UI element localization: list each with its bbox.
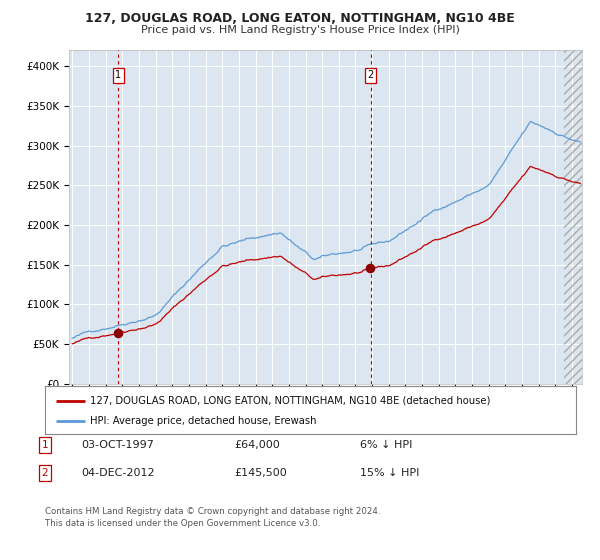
Text: 127, DOUGLAS ROAD, LONG EATON, NOTTINGHAM, NG10 4BE (detached house): 127, DOUGLAS ROAD, LONG EATON, NOTTINGHA… (90, 396, 491, 405)
Point (113, 328, 123, 337)
Text: 1: 1 (115, 71, 121, 81)
Bar (563, 50, 597, 384)
Text: 04-DEC-2012: 04-DEC-2012 (81, 468, 155, 478)
Text: HPI: Average price, detached house, Erewash: HPI: Average price, detached house, Erew… (90, 416, 317, 426)
Text: Price paid vs. HM Land Registry's House Price Index (HPI): Price paid vs. HM Land Registry's House … (140, 25, 460, 35)
Text: 2: 2 (41, 468, 49, 478)
Text: 03-OCT-1997: 03-OCT-1997 (81, 440, 154, 450)
Text: 1: 1 (41, 440, 49, 450)
Text: Contains HM Land Registry data © Crown copyright and database right 2024.
This d: Contains HM Land Registry data © Crown c… (45, 507, 380, 528)
Text: £145,500: £145,500 (234, 468, 287, 478)
Text: 6% ↓ HPI: 6% ↓ HPI (360, 440, 412, 450)
Text: £64,000: £64,000 (234, 440, 280, 450)
Text: 127, DOUGLAS ROAD, LONG EATON, NOTTINGHAM, NG10 4BE: 127, DOUGLAS ROAD, LONG EATON, NOTTINGHA… (85, 12, 515, 25)
Point (365, 264, 375, 273)
Text: 15% ↓ HPI: 15% ↓ HPI (360, 468, 419, 478)
Text: 2: 2 (368, 71, 374, 81)
